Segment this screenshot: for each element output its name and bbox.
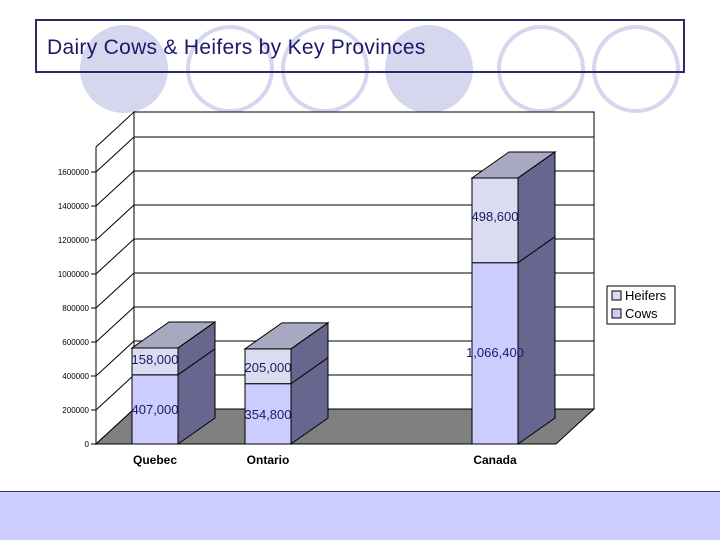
bar-heifers [471, 177, 519, 264]
gridline [95, 272, 594, 309]
legend-swatch [611, 308, 622, 319]
data-label-heifers: 158,000 [132, 352, 179, 367]
gridline [95, 306, 594, 343]
data-label-cows: 354,800 [245, 407, 292, 422]
gridline [95, 170, 594, 207]
decor-circle [186, 25, 274, 113]
bar-heifers [244, 348, 292, 385]
y-tick-label: 1400000 [58, 202, 90, 211]
data-label-heifers: 498,600 [472, 209, 519, 224]
y-tick-label: 400000 [62, 372, 89, 381]
x-tick-label: Quebec [133, 453, 177, 467]
decor-circle [497, 25, 585, 113]
bar-side-divider [517, 236, 556, 264]
title-box: Dairy Cows & Heifers by Key Provinces [35, 19, 685, 73]
gridline [95, 238, 594, 275]
decor-circle [281, 25, 369, 113]
gridline [95, 340, 594, 377]
decor-circle [80, 25, 168, 113]
legend-label: Heifers [625, 288, 667, 303]
data-label-cows: 1,066,400 [466, 345, 524, 360]
y-tick-label: 600000 [62, 338, 89, 347]
y-tick-label: 1600000 [58, 168, 90, 177]
page-title: Dairy Cows & Heifers by Key Provinces [47, 36, 426, 59]
chart-floor [94, 408, 596, 445]
gridline [95, 136, 594, 173]
bar-cows [471, 262, 519, 445]
bar-top [130, 321, 217, 349]
x-tick-label: Ontario [247, 453, 290, 467]
gridline [95, 204, 594, 241]
bar-side-divider [290, 357, 329, 385]
bar-top [470, 151, 557, 179]
x-tick-label: Canada [473, 453, 517, 467]
data-label-cows: 407,000 [132, 402, 179, 417]
bar-side-divider [177, 348, 216, 376]
bar-cows [244, 383, 292, 445]
decor-circle [385, 25, 473, 113]
legend-label: Cows [625, 306, 658, 321]
bar-side [517, 150, 556, 445]
bar-cows [131, 374, 179, 445]
data-label-heifers: 205,000 [245, 360, 292, 375]
legend-swatch [611, 290, 622, 301]
y-tick-label: 1000000 [58, 270, 90, 279]
y-tick-label: 0 [85, 440, 90, 449]
decor-circle [592, 25, 680, 113]
y-tick-label: 1200000 [58, 236, 90, 245]
y-tick-label: 200000 [62, 406, 89, 415]
footer-band [0, 491, 720, 540]
y-tick-label: 800000 [62, 304, 89, 313]
bar-top [243, 322, 330, 350]
